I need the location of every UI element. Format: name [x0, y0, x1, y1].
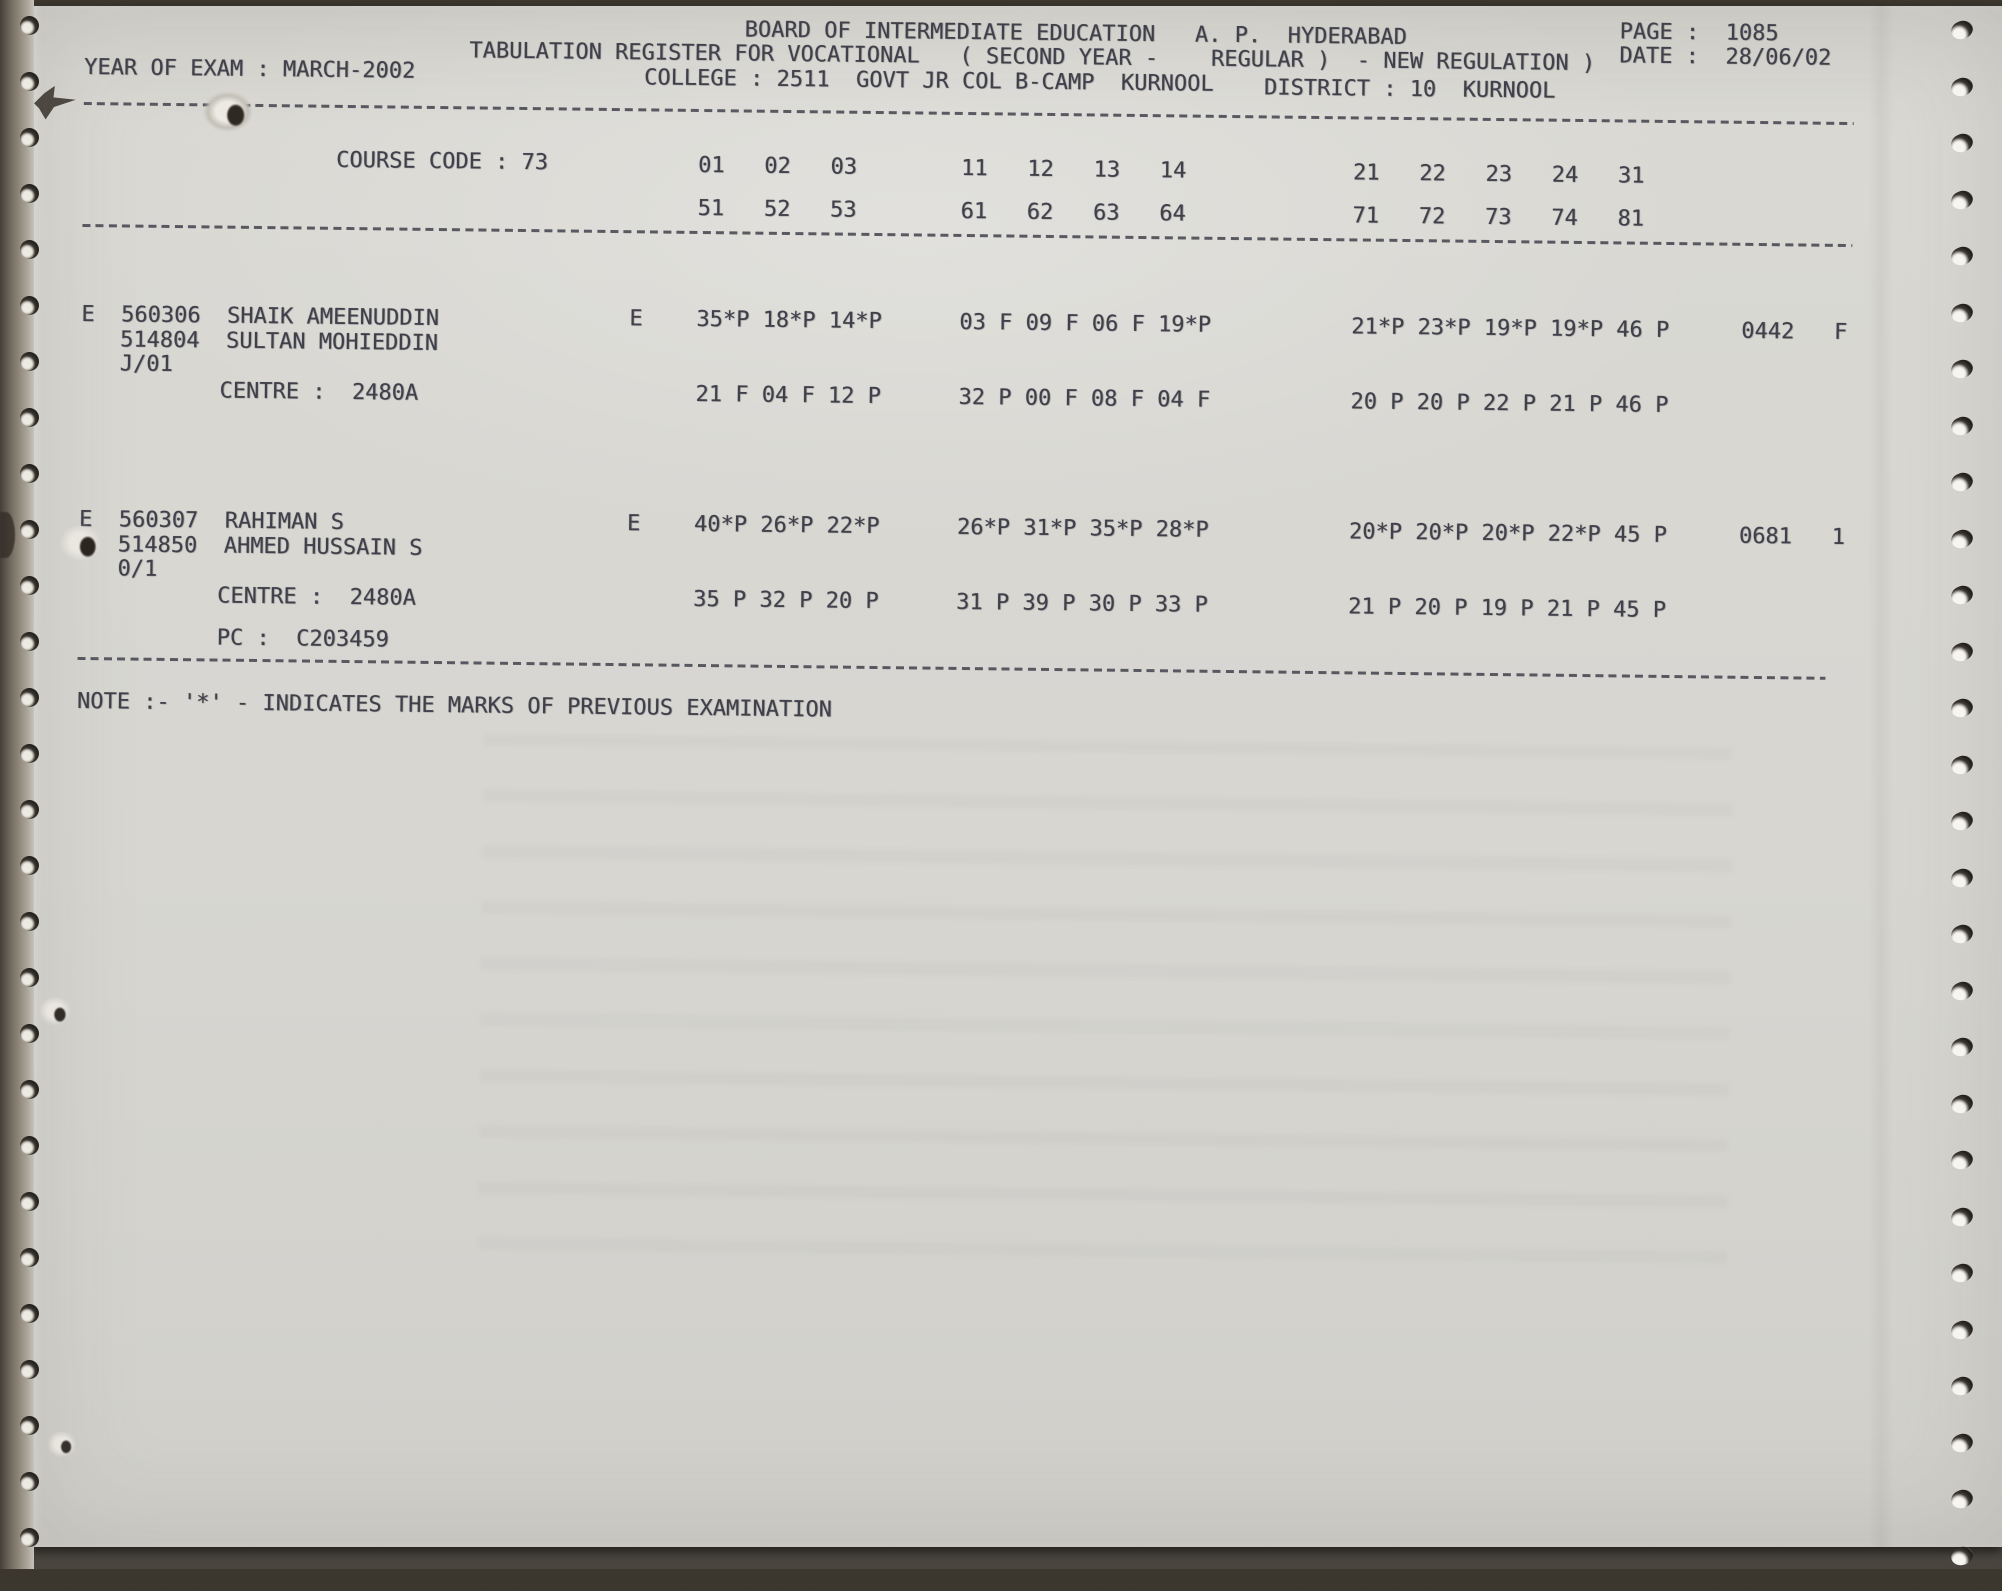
- sprocket-hole: [20, 1192, 39, 1211]
- separator-line: [83, 101, 1854, 126]
- subject-codes-group: 61 62 63 64: [960, 198, 1186, 227]
- sprocket-hole: [20, 520, 39, 539]
- centre-line: CENTRE : 2480A: [217, 583, 417, 611]
- marks-group: 03 F 09 F 06 F 19*P: [959, 309, 1212, 338]
- course-code-label: COURSE CODE : 73: [336, 147, 549, 176]
- sprocket-hole: [20, 912, 39, 931]
- sprocket-hole: [20, 184, 39, 203]
- district-line: DISTRICT : 10 KURNOOL: [1263, 75, 1556, 104]
- marks-group: 26*P 31*P 35*P 28*P: [956, 514, 1209, 543]
- sprocket-hole: [20, 296, 39, 315]
- sprocket-hole: [20, 1360, 39, 1379]
- marks-group: 31 P 39 P 30 P 33 P: [956, 589, 1209, 618]
- student-suffix: J/01: [119, 351, 173, 378]
- marks-group: 21 F 04 F 12 P: [695, 381, 882, 410]
- sprocket-hole: [20, 856, 39, 875]
- sprocket-hole: [20, 1024, 39, 1043]
- paper-crumple: [46, 512, 118, 574]
- marks-group: 21*P 23*P 19*P 19*P 46 P: [1351, 314, 1670, 343]
- sprocket-hole: [20, 688, 39, 707]
- paper-edge-tear: [0, 512, 15, 558]
- sprocket-hole: [20, 968, 39, 987]
- sprocket-hole: [20, 800, 39, 819]
- sprocket-hole: [20, 1528, 39, 1547]
- college-line: COLLEGE : 2511 GOVT JR COL B-CAMP KURNOO…: [644, 65, 1214, 97]
- medium-flag: E: [626, 511, 641, 537]
- marks-group: 20 P 20 P 22 P 21 P 46 P: [1350, 389, 1669, 418]
- sprocket-hole: [20, 16, 39, 35]
- sprocket-hole: [20, 1080, 39, 1099]
- student-suffix: 0/1: [117, 556, 158, 582]
- page-number: PAGE : 1085: [1619, 19, 1779, 47]
- centre-line: CENTRE : 2480A: [219, 378, 419, 406]
- paper-crease: [1868, 6, 1894, 1547]
- subject-codes-group: 01 02 03: [698, 152, 858, 180]
- sprocket-hole: [20, 1304, 39, 1323]
- medium-flag: E: [629, 306, 643, 332]
- sprocket-hole: [20, 464, 39, 483]
- sprocket-hole: [20, 1136, 39, 1155]
- sprocket-hole: [20, 408, 39, 427]
- sprocket-hole: [20, 632, 39, 651]
- year-of-exam: YEAR OF EXAM : MARCH-2002: [84, 54, 416, 84]
- student-parent-name: 514850 AHMED HUSSAIN S: [117, 532, 423, 561]
- marks-group: 21 P 20 P 19 P 21 P 45 P: [1348, 594, 1667, 623]
- paper-crumple: [192, 84, 270, 144]
- sprocket-hole: [20, 240, 39, 259]
- sprocket-hole: [20, 1248, 39, 1267]
- sprocket-hole: [20, 1472, 39, 1491]
- marks-group: 35*P 18*P 14*P: [696, 306, 882, 335]
- total-result: 0442 F: [1741, 318, 1848, 346]
- marks-group: 40*P 26*P 22*P: [693, 511, 880, 540]
- subject-codes-group: 71 72 73 74 81: [1352, 203, 1645, 232]
- subject-codes-group: 11 12 13 14: [961, 155, 1187, 184]
- subject-codes-group: 51 52 53: [697, 195, 857, 223]
- student-id-name: E 560307 RAHIMAN S: [78, 506, 345, 535]
- sprocket-hole: [20, 72, 39, 91]
- sprocket-hole: [20, 576, 39, 595]
- total-result: 0681 1: [1738, 523, 1846, 550]
- sprocket-hole: [20, 1416, 39, 1435]
- sprocket-hole: [20, 352, 39, 371]
- marks-group: 32 P 00 F 08 F 04 F: [958, 384, 1211, 413]
- separator-line: [77, 656, 1826, 680]
- footnote: NOTE :- '*' - INDICATES THE MARKS OF PRE…: [76, 688, 833, 723]
- subject-codes-group: 21 22 23 24 31: [1352, 160, 1645, 189]
- pc-number: PC : C203459: [216, 625, 390, 653]
- sprocket-hole: [20, 744, 39, 763]
- marks-group: 35 P 32 P 20 P: [693, 586, 879, 615]
- sprocket-hole: [20, 128, 39, 147]
- print-date: DATE : 28/06/02: [1619, 43, 1832, 71]
- marks-group: 20*P 20*P 20*P 22*P 45 P: [1348, 519, 1668, 548]
- paper-crumple: [38, 1422, 90, 1468]
- paper-sheet: [30, 6, 2002, 1547]
